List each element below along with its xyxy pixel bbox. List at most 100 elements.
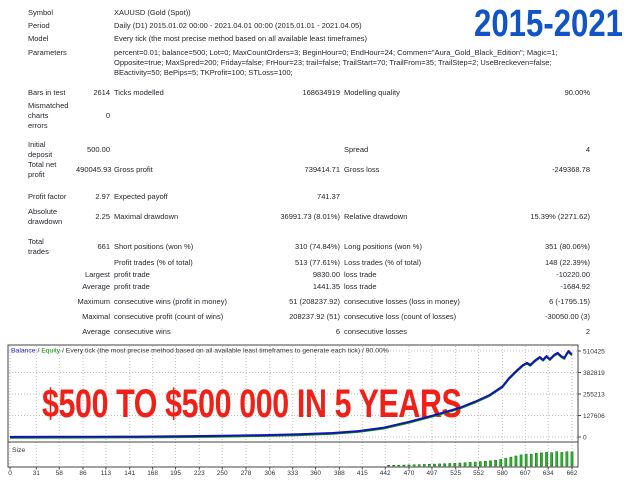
svg-text:580: 580 [497, 470, 508, 477]
svg-text:442: 442 [380, 470, 391, 477]
cell-value: 4 [585, 145, 590, 154]
cell-label: Expected payoff [114, 192, 168, 201]
svg-text:141: 141 [124, 470, 135, 477]
cell-value: 310 (74.84%) [294, 242, 340, 251]
report-row: Maximal consecutive profit (count of win… [28, 312, 618, 322]
cell-value: 0 [105, 111, 110, 120]
balance-line [9, 350, 573, 438]
row-label: Mismatched charts errors [28, 101, 69, 130]
cell-label: consecutive losses [344, 327, 407, 336]
svg-text:278: 278 [241, 470, 252, 477]
cell-value: -30050.00 (3) [544, 312, 590, 321]
svg-text:382819: 382819 [583, 370, 605, 377]
cell-label: Long positions (won %) [344, 242, 422, 251]
report-row: Average consecutive wins 6 consecutive l… [28, 327, 618, 337]
symbol-value: XAUUSD (Gold (Spot)) [114, 8, 191, 17]
cell-label: profit trade [114, 270, 150, 279]
parameters-line: BEactivity=50; BePips=5; TKProfit=100; S… [114, 68, 293, 77]
cell-value: 6 [335, 327, 340, 336]
size-bars [387, 451, 574, 467]
svg-text:662: 662 [567, 470, 578, 477]
svg-text:223: 223 [194, 470, 205, 477]
cell-value: 2.97 [95, 192, 110, 201]
cell-value: Largest [84, 270, 110, 279]
period-value: Daily (D1) 2015.01.02 00:00 - 2021.04.01… [114, 21, 362, 30]
report-row: Profit factor 2.97 Expected payoff 741.3… [28, 192, 618, 202]
svg-text:113: 113 [101, 470, 112, 477]
svg-text:58: 58 [56, 470, 64, 477]
svg-text:250: 250 [217, 470, 228, 477]
cell-value: 51 (208237.92) [289, 297, 340, 306]
report-row: Average profit trade 1441.35 loss trade … [28, 282, 618, 292]
svg-text:0: 0 [8, 470, 12, 477]
svg-text:333: 333 [287, 470, 298, 477]
cell-value: Maximal [82, 312, 110, 321]
report-row: Total net profit 490045.93 Gross profit … [28, 160, 618, 180]
chart-legend: Balance / Equity / Every tick (the most … [11, 348, 389, 355]
cell-value: Average [82, 282, 110, 291]
row-label: Bars in test [28, 88, 66, 97]
report-row: Bars in test 2614 Ticks modelled 1686349… [28, 88, 618, 98]
cell-label: Gross loss [344, 165, 380, 174]
svg-text:607: 607 [520, 470, 531, 477]
svg-text:255213: 255213 [583, 391, 605, 398]
parameters-line: percent=0.01; balance=500; Lot=0; MaxCou… [114, 48, 558, 57]
report-row: Maximum consecutive wins (profit in mone… [28, 297, 618, 307]
cell-value: -249368.78 [552, 165, 590, 174]
row-label: Total net profit [28, 160, 57, 179]
cell-value: 741.37 [317, 192, 340, 201]
model-value: Every tick (the most precise method base… [114, 34, 368, 43]
cell-label: profit trade [114, 282, 150, 291]
cell-label: Relative drawdown [344, 212, 408, 221]
cell-value: -1684.92 [560, 282, 590, 291]
parameters-line: Opposite=true; MaxSpred=200; Friday=fals… [114, 58, 552, 67]
report-row: Parameters percent=0.01; balance=500; Lo… [28, 48, 618, 78]
chart-svg: $500 TO $500 000 IN 5 YEARS 0 127606 255213… [7, 344, 605, 477]
cell-value: 9830.00 [312, 270, 340, 279]
cell-value: 490045.93 [76, 165, 112, 174]
svg-text:195: 195 [170, 470, 181, 477]
row-label: Parameters [28, 48, 67, 57]
parameters-value: percent=0.01; balance=500; Lot=0; MaxCou… [110, 48, 590, 78]
backtest-report-table: Symbol XAUUSD (Gold (Spot)) Period Daily… [28, 8, 618, 337]
row-label: Profit factor [28, 192, 67, 201]
cell-label: consecutive wins (profit in money) [114, 297, 227, 306]
cell-label: Ticks modelled [114, 88, 164, 97]
cell-label: consecutive profit (count of wins) [114, 312, 224, 321]
svg-text:497: 497 [426, 470, 437, 477]
cell-value: 2.25 [95, 212, 110, 221]
cell-label: consecutive losses (loss in money) [344, 297, 460, 306]
cell-value: Maximum [77, 297, 110, 306]
svg-text:552: 552 [473, 470, 484, 477]
cell-value: 6 (-1795.15) [549, 297, 590, 306]
size-panel-label: Size [12, 447, 25, 454]
report-row: Model Every tick (the most precise metho… [28, 34, 618, 44]
cell-value: 661 [97, 242, 110, 251]
cell-value: 500.00 [87, 145, 110, 154]
cell-label: loss trade [344, 282, 377, 291]
cell-value: 351 (80.06%) [544, 242, 590, 251]
cell-value: Average [82, 327, 110, 336]
cell-label: consecutive loss (count of losses) [344, 312, 457, 321]
row-label: Symbol [28, 8, 54, 17]
svg-text:388: 388 [334, 470, 345, 477]
years-badge: 2015-2021 [474, 3, 624, 45]
cell-label: Spread [344, 145, 369, 154]
cell-value: 36991.73 (8.01%) [280, 212, 340, 221]
cell-label: loss trade [344, 270, 377, 279]
svg-text:360: 360 [310, 470, 321, 477]
cell-value: 168634919 [302, 88, 340, 97]
cell-label: consecutive wins [114, 327, 171, 336]
cell-value: 1441.35 [312, 282, 340, 291]
cell-label: Loss trades (% of total) [344, 258, 422, 267]
svg-text:510425: 510425 [583, 349, 605, 356]
svg-text:168: 168 [147, 470, 158, 477]
report-row: Initial deposit 500.00 Spread 4 [28, 140, 618, 160]
svg-text:470: 470 [404, 470, 415, 477]
balance-chart: $500 TO $500 000 IN 5 YEARS 0 127606 255213… [0, 343, 640, 480]
report-row: Mismatched charts errors 0 [28, 101, 618, 131]
report-row: Absolute drawdown 2.25 Maximal drawdown … [28, 207, 618, 227]
svg-text:525: 525 [450, 470, 461, 477]
svg-text:306: 306 [264, 470, 275, 477]
svg-text:31: 31 [33, 470, 41, 477]
